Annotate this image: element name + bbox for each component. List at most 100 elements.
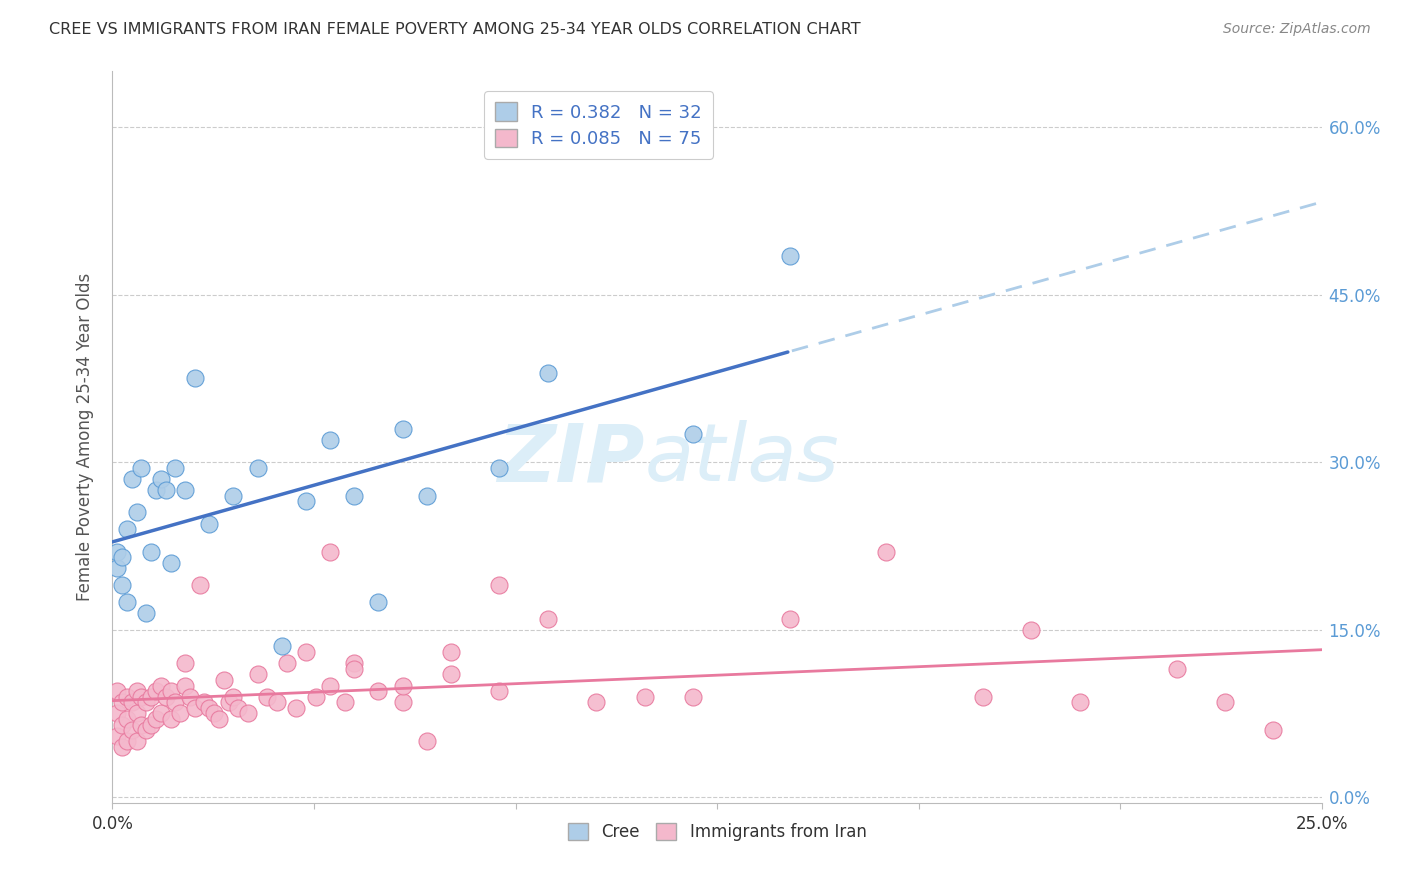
Point bbox=[115, 522, 138, 536]
Point bbox=[149, 706, 172, 721]
Point bbox=[145, 684, 167, 698]
Point bbox=[135, 723, 157, 738]
Point bbox=[304, 690, 326, 704]
Point bbox=[367, 595, 389, 609]
Point bbox=[105, 729, 128, 743]
Point bbox=[488, 578, 510, 592]
Legend: Cree, Immigrants from Iran: Cree, Immigrants from Iran bbox=[560, 814, 875, 849]
Point bbox=[145, 712, 167, 726]
Point bbox=[115, 734, 138, 748]
Point bbox=[779, 611, 801, 625]
Point bbox=[174, 657, 197, 671]
Point bbox=[1263, 723, 1285, 738]
Point bbox=[488, 460, 510, 475]
Point bbox=[343, 662, 366, 676]
Text: CREE VS IMMIGRANTS FROM IRAN FEMALE POVERTY AMONG 25-34 YEAR OLDS CORRELATION CH: CREE VS IMMIGRANTS FROM IRAN FEMALE POVE… bbox=[49, 22, 860, 37]
Point bbox=[125, 706, 148, 721]
Point bbox=[343, 489, 366, 503]
Point bbox=[174, 483, 197, 497]
Point bbox=[295, 645, 318, 659]
Point bbox=[202, 706, 225, 721]
Point bbox=[111, 717, 134, 731]
Point bbox=[125, 684, 148, 698]
Point bbox=[682, 427, 704, 442]
Point bbox=[585, 695, 607, 709]
Point bbox=[131, 460, 153, 475]
Point bbox=[121, 472, 143, 486]
Point bbox=[537, 611, 560, 625]
Point bbox=[105, 561, 128, 575]
Point bbox=[145, 483, 167, 497]
Point bbox=[266, 695, 288, 709]
Point bbox=[295, 494, 318, 508]
Point bbox=[972, 690, 994, 704]
Point bbox=[270, 640, 292, 654]
Point bbox=[193, 695, 215, 709]
Point bbox=[633, 690, 655, 704]
Point bbox=[246, 460, 269, 475]
Point bbox=[212, 673, 235, 687]
Point bbox=[141, 544, 163, 558]
Point bbox=[276, 657, 298, 671]
Point bbox=[131, 690, 153, 704]
Point bbox=[111, 578, 134, 592]
Point bbox=[183, 701, 205, 715]
Point bbox=[149, 472, 172, 486]
Point bbox=[218, 695, 240, 709]
Point bbox=[226, 701, 249, 715]
Point bbox=[105, 684, 128, 698]
Point bbox=[440, 667, 463, 681]
Point bbox=[343, 657, 366, 671]
Point bbox=[165, 460, 187, 475]
Point bbox=[135, 606, 157, 620]
Point bbox=[141, 690, 163, 704]
Text: Source: ZipAtlas.com: Source: ZipAtlas.com bbox=[1223, 22, 1371, 37]
Point bbox=[1069, 695, 1091, 709]
Point bbox=[488, 684, 510, 698]
Point bbox=[319, 433, 342, 447]
Point bbox=[1213, 695, 1236, 709]
Point bbox=[333, 695, 356, 709]
Point bbox=[165, 695, 187, 709]
Y-axis label: Female Poverty Among 25-34 Year Olds: Female Poverty Among 25-34 Year Olds bbox=[76, 273, 94, 601]
Point bbox=[174, 679, 197, 693]
Point bbox=[115, 595, 138, 609]
Point bbox=[149, 679, 172, 693]
Point bbox=[537, 366, 560, 380]
Point bbox=[391, 422, 413, 436]
Point bbox=[256, 690, 278, 704]
Point bbox=[121, 723, 143, 738]
Point bbox=[416, 489, 439, 503]
Point bbox=[111, 739, 134, 754]
Text: atlas: atlas bbox=[644, 420, 839, 498]
Point bbox=[135, 695, 157, 709]
Point bbox=[155, 690, 177, 704]
Point bbox=[198, 516, 221, 531]
Point bbox=[236, 706, 259, 721]
Point bbox=[246, 667, 269, 681]
Point bbox=[155, 483, 177, 497]
Text: ZIP: ZIP bbox=[498, 420, 644, 498]
Point bbox=[179, 690, 201, 704]
Point bbox=[222, 489, 245, 503]
Point bbox=[115, 690, 138, 704]
Point bbox=[169, 706, 191, 721]
Point bbox=[115, 712, 138, 726]
Point bbox=[222, 690, 245, 704]
Point bbox=[779, 249, 801, 263]
Point bbox=[105, 706, 128, 721]
Point bbox=[111, 695, 134, 709]
Point bbox=[131, 717, 153, 731]
Point bbox=[416, 734, 439, 748]
Point bbox=[183, 371, 205, 385]
Point bbox=[159, 684, 181, 698]
Point bbox=[319, 679, 342, 693]
Point bbox=[285, 701, 308, 715]
Point bbox=[125, 506, 148, 520]
Point bbox=[208, 712, 231, 726]
Point bbox=[391, 695, 413, 709]
Point bbox=[1021, 623, 1043, 637]
Point bbox=[105, 544, 128, 558]
Point bbox=[682, 690, 704, 704]
Point bbox=[111, 550, 134, 565]
